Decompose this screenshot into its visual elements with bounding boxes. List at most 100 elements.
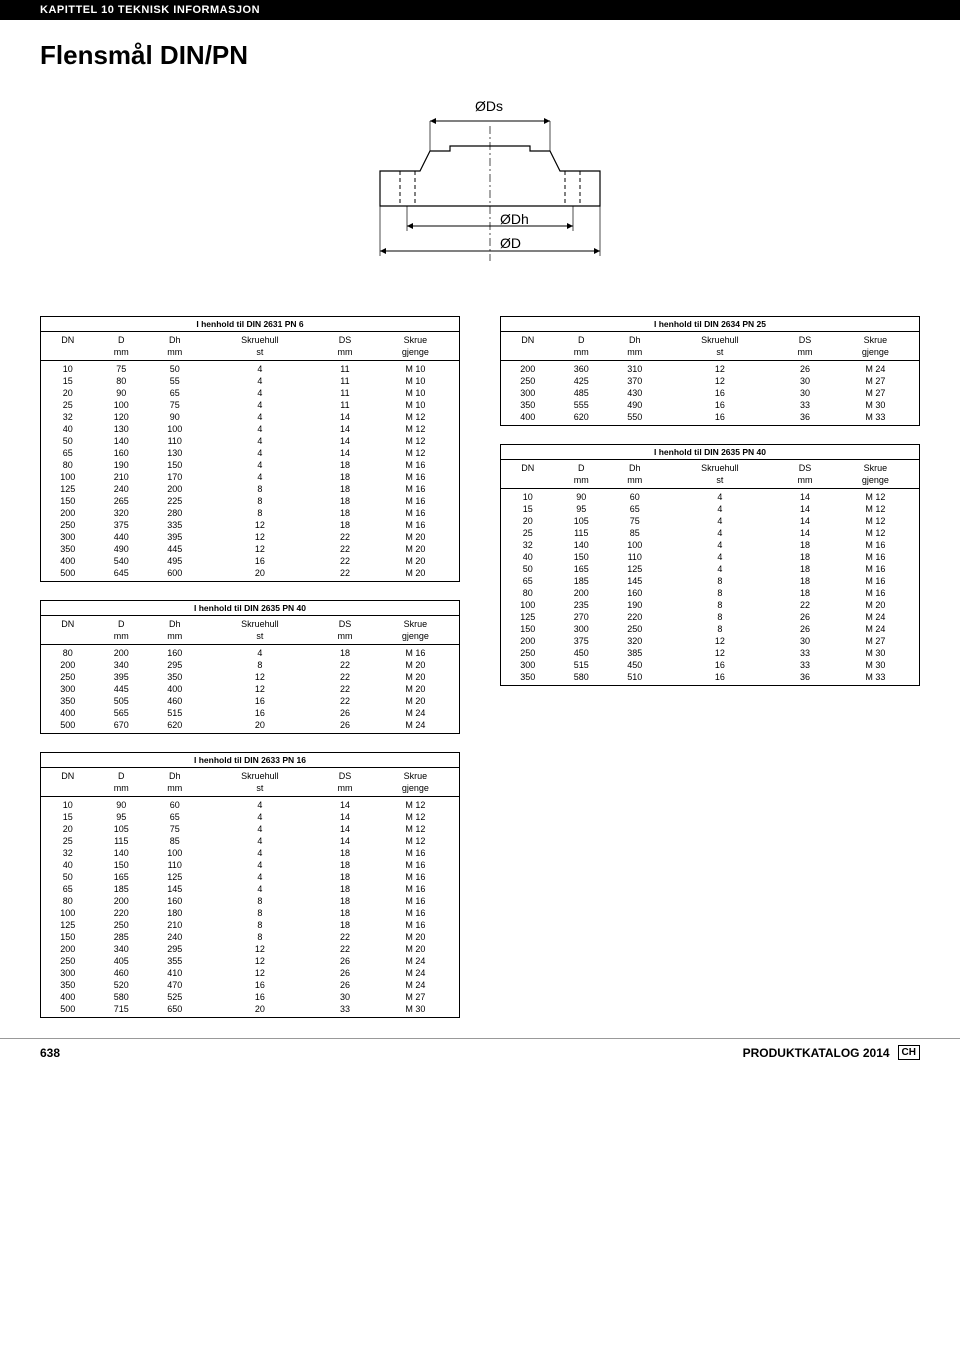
cell: 130	[148, 447, 202, 459]
table-row: 32140100418M 16	[41, 847, 459, 859]
cell: M 30	[832, 399, 919, 411]
cell: 90	[95, 797, 149, 812]
cell: 500	[41, 719, 95, 733]
cell: 400	[501, 411, 555, 425]
table-row: 3505054601622M 20	[41, 695, 459, 707]
unit-header: mm	[148, 782, 202, 797]
cell: M 20	[372, 531, 459, 543]
cell: 125	[41, 483, 95, 495]
unit-header: mm	[608, 346, 662, 361]
cell: 515	[555, 659, 609, 671]
data-table: DNDDhSkruehullDSSkruemmmmstmmgjenge10755…	[41, 332, 459, 581]
cell: M 16	[832, 575, 919, 587]
cell: 4	[202, 859, 319, 871]
cell: 25	[41, 399, 95, 411]
cell: 490	[95, 543, 149, 555]
cell: 140	[95, 847, 149, 859]
unit-header: mm	[778, 474, 831, 489]
table-row: 3212090414M 12	[41, 411, 459, 423]
cell: 180	[148, 907, 202, 919]
chapter-header: KAPITTEL 10 TEKNISK INFORMASJON	[0, 0, 960, 20]
cell: 360	[555, 361, 609, 376]
cell: 4	[202, 847, 319, 859]
unit-header: gjenge	[832, 474, 919, 489]
table-row: 4005805251630M 27	[41, 991, 459, 1003]
table-row: 2010575414M 12	[501, 515, 919, 527]
cell: 350	[41, 543, 95, 555]
cell: 300	[555, 623, 609, 635]
cell: 645	[95, 567, 149, 581]
cell: 225	[148, 495, 202, 507]
cell: 4	[202, 797, 319, 812]
table-row: 2003753201230M 27	[501, 635, 919, 647]
cell: 8	[202, 507, 319, 519]
cell: 350	[41, 979, 95, 991]
cell: 240	[95, 483, 149, 495]
table-row: 3004854301630M 27	[501, 387, 919, 399]
table-row: 5006456002022M 20	[41, 567, 459, 581]
cell: 580	[555, 671, 609, 685]
table-row: 50140110414M 12	[41, 435, 459, 447]
cell: 14	[318, 435, 371, 447]
cell: 18	[318, 495, 371, 507]
cell: M 12	[372, 423, 459, 435]
col-header: DS	[318, 616, 371, 630]
cell: 16	[202, 979, 319, 991]
unit-header: st	[202, 346, 319, 361]
cell: 14	[778, 515, 831, 527]
cell: 40	[41, 859, 95, 871]
cell: 18	[318, 483, 371, 495]
cell: 200	[95, 895, 149, 907]
col-header: D	[555, 332, 609, 346]
unit-header: mm	[95, 782, 149, 797]
page-title: Flensmål DIN/PN	[40, 40, 920, 71]
cell: 95	[95, 811, 149, 823]
cell: M 12	[372, 411, 459, 423]
unit-header: mm	[95, 346, 149, 361]
cell: 26	[318, 707, 371, 719]
cell: 8	[202, 907, 319, 919]
cell: M 16	[832, 551, 919, 563]
cell: 100	[148, 423, 202, 435]
cell: 50	[148, 361, 202, 376]
unit-header: gjenge	[372, 346, 459, 361]
table-title: I henhold til DIN 2635 PN 40	[501, 445, 919, 460]
cell: 200	[555, 587, 609, 599]
cell: 165	[555, 563, 609, 575]
unit-header	[501, 346, 555, 361]
cell: 185	[555, 575, 609, 587]
table-row: 158055411M 10	[41, 375, 459, 387]
cell: M 10	[372, 387, 459, 399]
table-row: 209065411M 10	[41, 387, 459, 399]
cell: M 20	[372, 659, 459, 671]
cell: 12	[202, 543, 319, 555]
cell: 220	[608, 611, 662, 623]
unit-header	[41, 630, 95, 645]
cell: 4	[662, 527, 779, 539]
cell: 250	[501, 647, 555, 659]
table-row: 3004604101226M 24	[41, 967, 459, 979]
table-row: 2504053551226M 24	[41, 955, 459, 967]
col-header: D	[95, 616, 149, 630]
unit-header: gjenge	[372, 782, 459, 797]
cell: 150	[41, 931, 95, 943]
cell: 12	[662, 361, 779, 376]
unit-header: gjenge	[832, 346, 919, 361]
cell: M 24	[832, 361, 919, 376]
table-row: 100220180818M 16	[41, 907, 459, 919]
table-din2635-pn40-b: I henhold til DIN 2635 PN 40DNDDhSkruehu…	[500, 444, 920, 686]
cell: 20	[202, 567, 319, 581]
label-d: ØD	[500, 235, 521, 251]
cell: 30	[778, 387, 831, 399]
cell: 295	[148, 659, 202, 671]
cell: 160	[148, 895, 202, 907]
cell: M 12	[372, 811, 459, 823]
col-header: DN	[41, 616, 95, 630]
cell: M 16	[372, 507, 459, 519]
cell: 385	[608, 647, 662, 659]
cell: 22	[318, 931, 371, 943]
unit-header: gjenge	[372, 630, 459, 645]
cell: 300	[501, 387, 555, 399]
cell: M 10	[372, 361, 459, 376]
cell: 320	[608, 635, 662, 647]
